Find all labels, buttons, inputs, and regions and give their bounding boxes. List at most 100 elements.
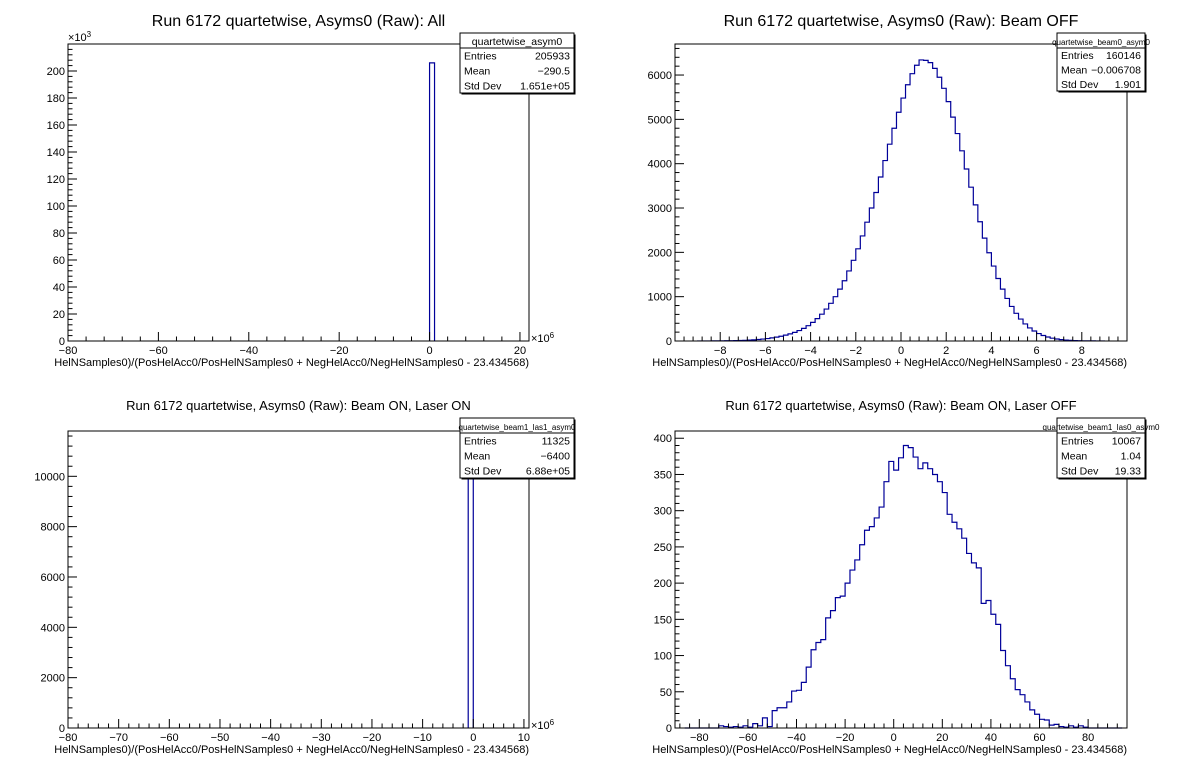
stats-value-std-dev: 6.88e+05 [526,466,570,478]
stats-value-entries: 205933 [535,51,570,63]
x-axis-label: HelNSamples0)/(PosHelAcc0/PosHelNSamples… [652,744,1127,756]
x-tick-label: 8 [1079,345,1085,357]
y-tick-label: 6000 [648,70,672,82]
stats-value-entries: 160146 [1106,50,1141,62]
y-tick-label: 0 [59,336,65,348]
y-tick-label: 4000 [648,159,672,171]
chart-title: Run 6172 quartetwise, Asyms0 (Raw): Beam… [126,398,471,413]
x-tick-label: 80 [1082,732,1094,744]
x-tick-label: −10 [413,732,432,744]
x-tick-label: −20 [836,732,855,744]
histogram-series [428,62,436,341]
stats-label-mean: Mean [464,451,490,463]
x-tick-label: 2 [943,345,949,357]
x-tick-label: 4 [988,345,994,357]
stats-label-entries: Entries [464,436,497,448]
stats-label-std-dev: Std Dev [1061,79,1099,91]
plot-frame [67,430,530,729]
y-tick-label: 250 [654,542,672,554]
y-tick-label: 180 [47,93,65,105]
stats-value-std-dev: 1.651e+05 [520,81,570,93]
stats-label-mean: Mean [1061,451,1087,463]
y-tick-label: 100 [654,651,672,663]
x-tick-label: 10 [518,732,530,744]
stats-box: quartetwise_beam1_las0_asym0 Entries 10067… [1043,417,1161,480]
x-tick-label: −80 [59,732,78,744]
stats-value-entries: 10067 [1112,436,1141,448]
y-tick-label: 8000 [41,522,65,534]
y-tick-label: 40 [53,282,65,294]
histogram-panel-2: Run 6172 quartetwise, Asyms0 (Raw): Beam… [648,13,1151,369]
y-tick-label: 80 [53,228,65,240]
y-tick-label: 200 [654,578,672,590]
y-tick-label: 150 [654,614,672,626]
stats-label-std-dev: Std Dev [1061,466,1099,478]
x-tick-label: 0 [470,732,476,744]
x-tick-label: 20 [936,732,948,744]
y-tick-label: 20 [53,309,65,321]
x-axis-multiplier: ×106 [531,718,555,732]
y-tick-label: 120 [47,174,65,186]
histogram-panel-4: Run 6172 quartetwise, Asyms0 (Raw): Beam… [652,398,1160,756]
x-tick-label: −80 [690,732,709,744]
x-tick-label: −70 [109,732,128,744]
x-tick-label: 0 [427,345,433,357]
y-tick-label: 160 [47,120,65,132]
x-tick-label: −2 [850,345,863,357]
x-tick-label: −20 [330,345,349,357]
y-tick-label: 10000 [34,471,65,483]
stats-value-mean: −290.5 [538,66,571,78]
chart-title: Run 6172 quartetwise, Asyms0 (Raw): Beam… [724,13,1079,30]
chart-title: Run 6172 quartetwise, Asyms0 (Raw): Beam… [725,398,1076,413]
stats-value-mean: −6400 [541,451,571,463]
stats-box-name: quartetwise_asym0 [472,36,563,48]
y-tick-label: 140 [47,147,65,159]
stats-box-name: quartetwise_beam0_asym0 [1052,38,1150,47]
stats-value-std-dev: 1.901 [1115,79,1141,91]
stats-box: quartetwise_beam0_asym0 Entries 160146 Mean… [1052,32,1150,93]
stats-box-frame [1056,417,1146,479]
y-tick-label: 200 [47,66,65,78]
x-axis-label: HelNSamples0)/(PosHelAcc0/PosHelNSamples… [54,357,529,369]
y-tick-label: 50 [660,687,672,699]
y-tick-label: 2000 [41,673,65,685]
stats-label-entries: Entries [464,51,497,63]
y-tick-label: 400 [654,433,672,445]
y-tick-label: 2000 [648,247,672,259]
stats-value-std-dev: 19.33 [1115,466,1141,478]
x-tick-label: −20 [363,732,382,744]
y-tick-label: 1000 [648,292,672,304]
x-tick-label: 0 [891,732,897,744]
stats-value-entries: 11325 [542,436,571,448]
histogram-series [697,59,1105,342]
x-tick-label: −30 [312,732,331,744]
y-tick-label: 60 [53,255,65,267]
x-tick-label: −60 [739,732,758,744]
x-axis-label: HelNSamples0)/(PosHelAcc0/PosHelNSamples… [54,744,529,756]
x-axis-multiplier: ×106 [531,331,555,345]
x-tick-label: 20 [514,345,526,357]
x-tick-label: −60 [149,345,168,357]
x-tick-label: −80 [59,345,78,357]
stats-label-mean: Mean [1061,65,1087,77]
histogram-series [684,444,1123,729]
x-tick-label: −8 [714,345,727,357]
x-tick-label: 6 [1034,345,1040,357]
stats-value-mean: 1.04 [1121,451,1142,463]
x-tick-label: −40 [787,732,806,744]
x-tick-label: −40 [239,345,258,357]
stats-box-name: quartetwise_beam1_las0_asym0 [1043,423,1161,432]
stats-label-entries: Entries [1061,50,1094,62]
histogram-series [467,445,474,728]
stats-value-mean: −0.006708 [1091,65,1141,77]
chart-title: Run 6172 quartetwise, Asyms0 (Raw): All [152,13,445,30]
stats-label-entries: Entries [1061,436,1094,448]
histogram-panel-1: Run 6172 quartetwise, Asyms0 (Raw): All −… [47,13,576,369]
plot-frame [674,430,1128,729]
x-tick-label: −50 [211,732,230,744]
y-tick-label: 300 [654,506,672,518]
x-tick-label: 40 [985,732,997,744]
y-tick-label: 350 [654,469,672,481]
y-tick-label: 6000 [41,572,65,584]
x-tick-label: −40 [261,732,280,744]
